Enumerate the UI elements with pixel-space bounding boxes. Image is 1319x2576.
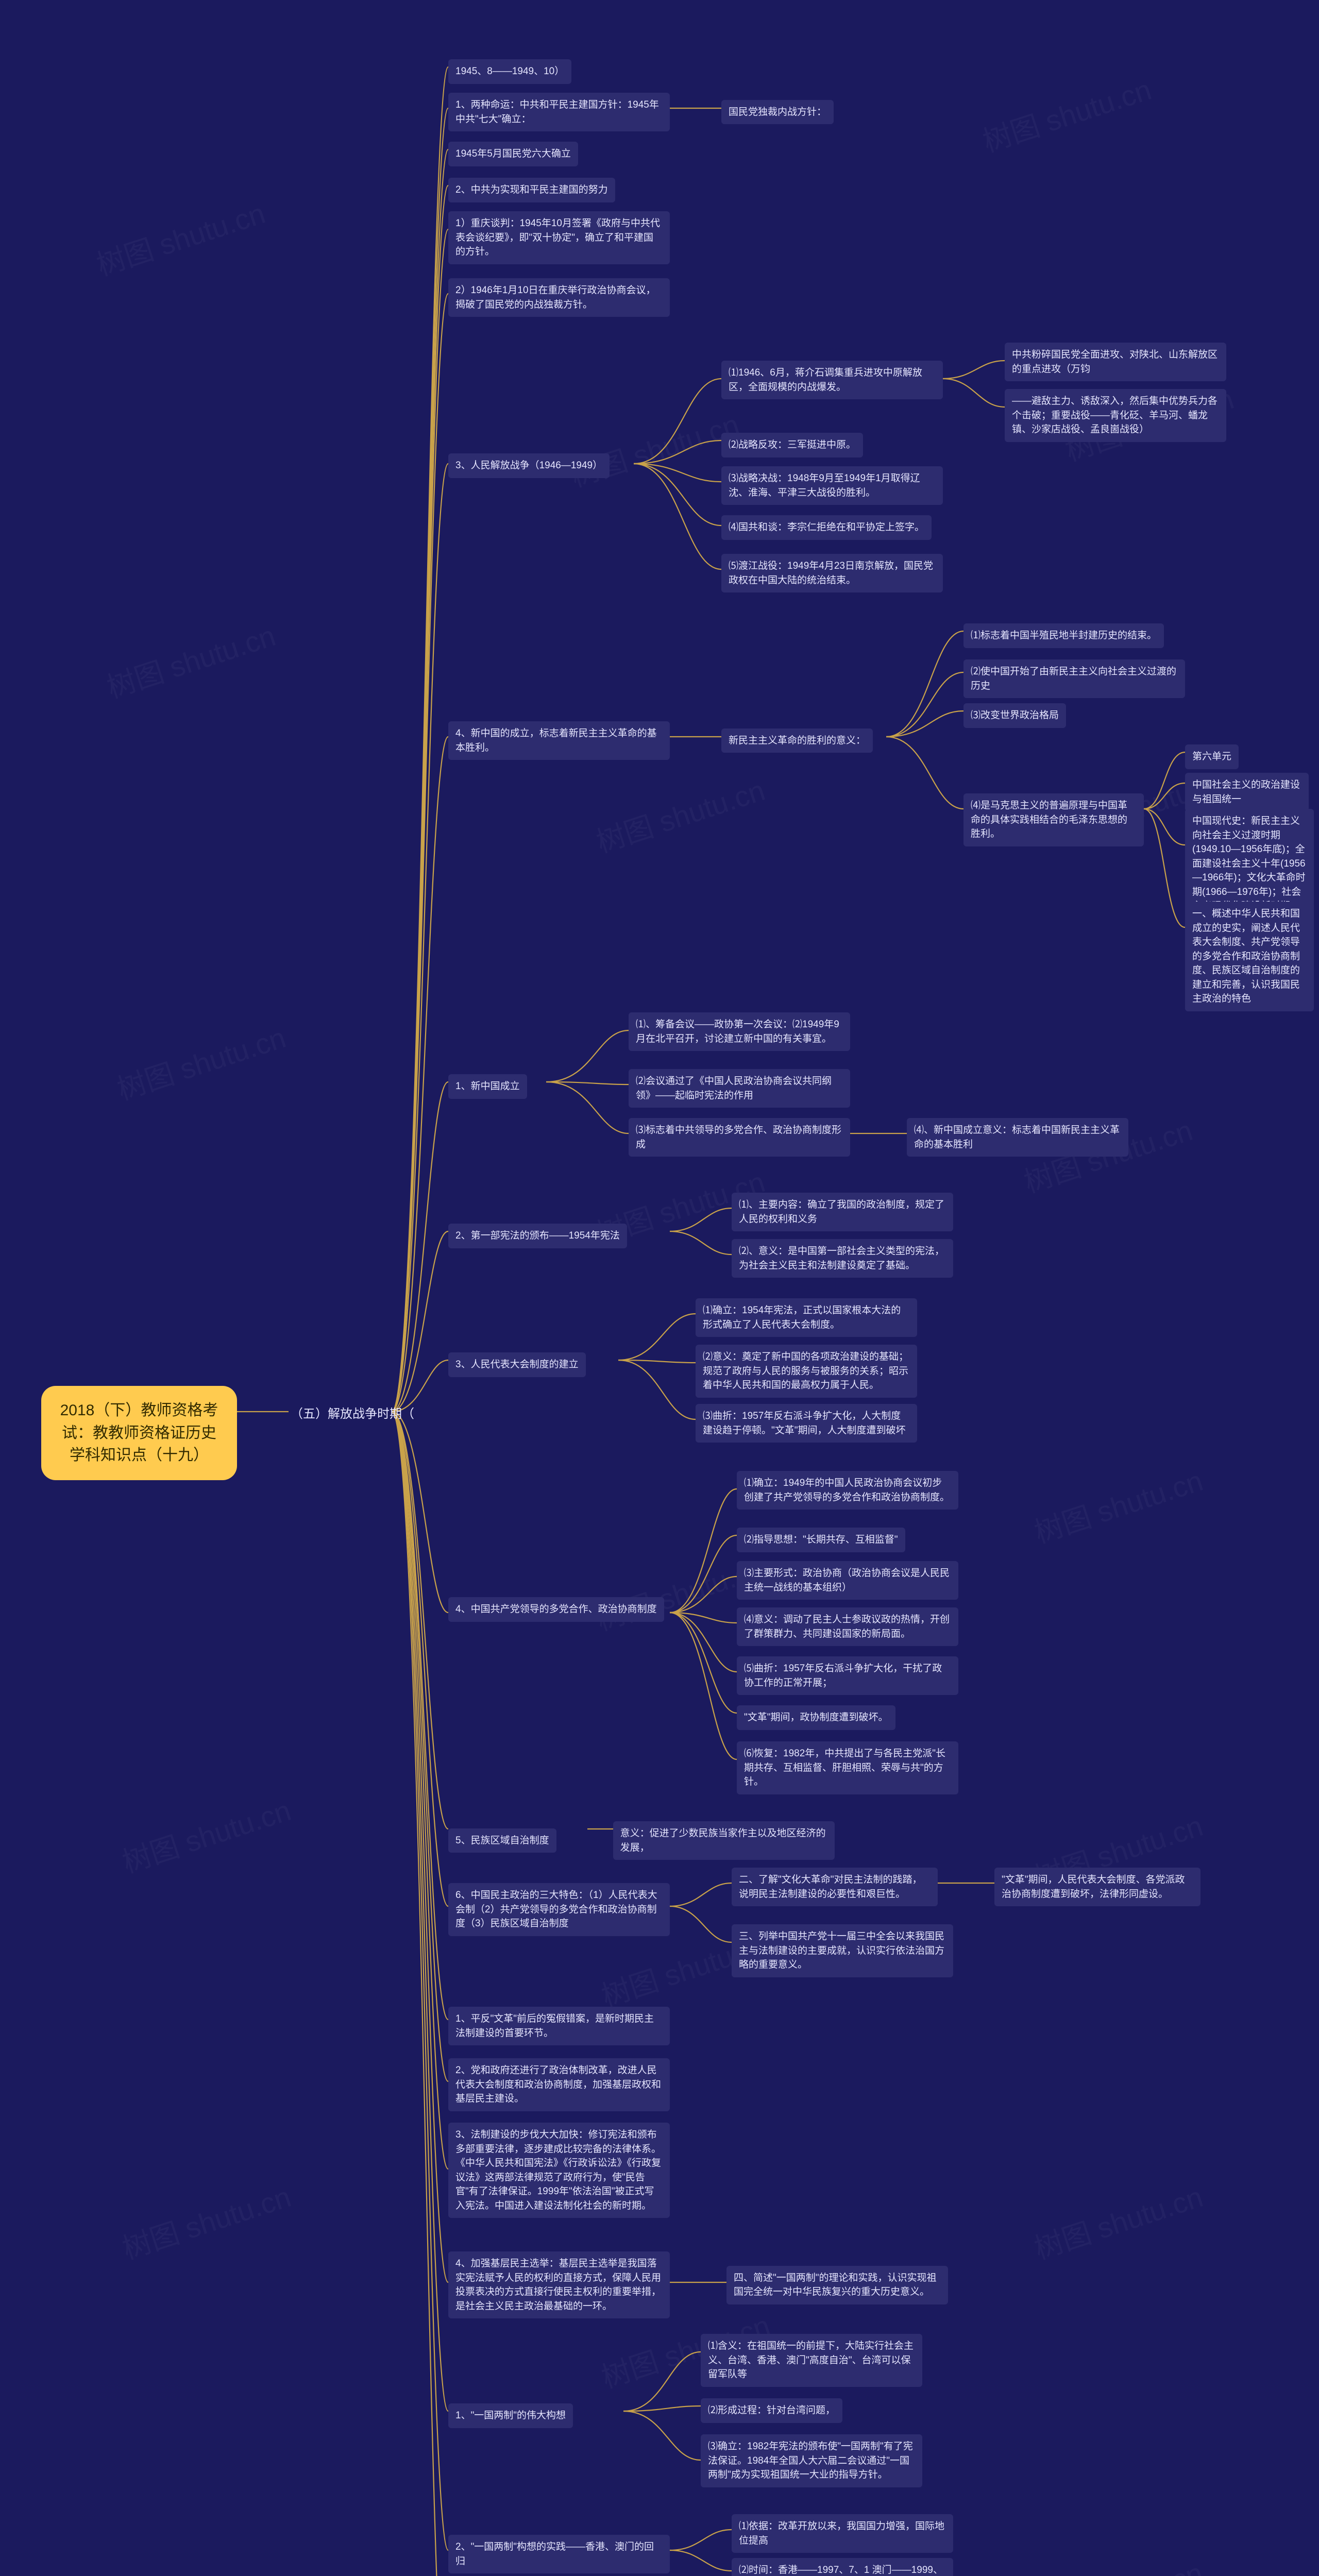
watermark: 树图 shutu.cn (1028, 2174, 1208, 2268)
node[interactable]: ⑴依据：改革开放以来，我国国力增强，国际地位提高 (732, 2514, 953, 2553)
node[interactable]: 4、新中国的成立，标志着新民主主义革命的基本胜利。 (448, 721, 670, 760)
node[interactable]: ⑵形成过程：针对台湾问题， (701, 2398, 842, 2423)
node[interactable]: 3、人民代表大会制度的建立 (448, 1352, 586, 1377)
node[interactable]: 5、民族区域自治制度 (448, 1828, 556, 1853)
node[interactable]: ⑵战略反攻：三军挺进中原。 (721, 433, 863, 457)
node[interactable]: 4、中国共产党领导的多党合作、政治协商制度 (448, 1597, 664, 1622)
node[interactable]: 2）1946年1月10日在重庆举行政治协商会议，揭破了国民党的内战独裁方针。 (448, 278, 670, 317)
watermark: 树图 shutu.cn (116, 1788, 296, 1882)
node[interactable]: 第六单元 (1185, 744, 1239, 769)
node[interactable]: ⑴、筹备会议——政协第一次会议：⑵1949年9月在北平召开，讨论建立新中国的有关… (629, 1012, 850, 1051)
node[interactable]: ⑴含义：在祖国统一的前提下，大陆实行社会主义、台湾、香港、澳门"高度自治"、台湾… (701, 2334, 922, 2387)
node[interactable]: ⑶主要形式：政治协商（政治协商会议是人民民主统一战线的基本组织） (737, 1561, 958, 1600)
node[interactable]: 四、简述"一国两制"的理论和实践，认识实现祖国完全统一对中华民族复兴的重大历史意… (726, 2266, 948, 2304)
watermark: 树图 shutu.cn (590, 768, 770, 861)
node[interactable]: ⑵指导思想："长期共存、互相监督" (737, 1528, 905, 1552)
node[interactable]: 1）重庆谈判：1945年10月签署《政府与中共代表会谈纪要》，即"双十协定"，确… (448, 211, 670, 264)
node[interactable]: 三、列举中国共产党十一届三中全会以来我国民主与法制建设的主要成就，认识实行依法治… (732, 1924, 953, 1977)
watermark: 树图 shutu.cn (1028, 1458, 1208, 1552)
node[interactable]: ⑵使中国开始了由新民主主义向社会主义过渡的历史 (963, 659, 1185, 698)
node[interactable]: ⑹恢复：1982年，中共提出了与各民主党派"长期共存、互相监督、肝胆相照、荣辱与… (737, 1741, 958, 1794)
watermark: 树图 shutu.cn (122, 2561, 301, 2576)
watermark: 树图 shutu.cn (1028, 2550, 1208, 2576)
node[interactable]: 1、平反"文革"前后的冤假错案，是新时期民主法制建设的首要环节。 (448, 2007, 670, 2045)
node[interactable]: 二、了解"文化大革命"对民主法制的践踏，说明民主法制建设的必要性和艰巨性。 (732, 1868, 938, 1906)
node[interactable]: ——避敌主力、诱敌深入，然后集中优势兵力各个击破；重要战役——青化砭、羊马河、蟠… (1005, 389, 1226, 442)
node[interactable]: 1、"一国两制"的伟大构想 (448, 2403, 573, 2428)
mindmap-canvas: 树图 shutu.cn 树图 shutu.cn 树图 shutu.cn 树图 s… (0, 0, 1319, 2576)
node[interactable]: ⑶确立：1982年宪法的颁布使"一国两制"有了宪法保证。1984年全国人大六届二… (701, 2434, 922, 2487)
node[interactable]: ⑵意义：奠定了新中国的各项政治建设的基础；规范了政府与人民的服务与被服务的关系；… (696, 1345, 917, 1398)
watermark: 树图 shutu.cn (111, 1015, 291, 1109)
node[interactable]: 一、概述中华人民共和国成立的史实，阐述人民代表大会制度、共产党领导的多党合作和政… (1185, 902, 1314, 1011)
node[interactable]: ⑴确立：1954年宪法，正式以国家根本大法的形式确立了人民代表大会制度。 (696, 1298, 917, 1337)
watermark: 树图 shutu.cn (101, 613, 280, 707)
node[interactable]: ⑷、新中国成立意义：标志着中国新民主主义革命的基本胜利 (907, 1118, 1128, 1157)
node[interactable]: 1、新中国成立 (448, 1074, 527, 1099)
node[interactable]: ⑷国共和谈：李宗仁拒绝在和平协定上签字。 (721, 515, 932, 540)
node[interactable]: "文革"期间，政协制度遭到破坏。 (737, 1705, 895, 1730)
root-node[interactable]: 2018（下）教师资格考试：教教师资格证历史学科知识点（十九） (41, 1386, 237, 1480)
node[interactable]: "文革"期间，人民代表大会制度、各党派政治协商制度遭到破坏，法律形同虚设。 (994, 1868, 1200, 1906)
node[interactable]: 新民主主义革命的胜利的意义： (721, 728, 873, 753)
node[interactable]: ⑷意义：调动了民主人士参政议政的热情，开创了群策群力、共同建设国家的新局面。 (737, 1607, 958, 1646)
node[interactable]: ⑵会议通过了《中国人民政治协商会议共同纲领》——起临时宪法的作用 (629, 1069, 850, 1108)
node[interactable]: ⑶曲折：1957年反右派斗争扩大化，人大制度建设趋于停顿。"文革"期间，人大制度… (696, 1404, 917, 1443)
node[interactable]: 2、中共为实现和平民主建国的努力 (448, 178, 615, 202)
watermark: 树图 shutu.cn (977, 67, 1156, 161)
level1-node[interactable]: （五）解放战争时期（ (289, 1400, 416, 1425)
node[interactable]: ⑴、主要内容：确立了我国的政治制度，规定了人民的权利和义务 (732, 1193, 953, 1231)
watermark: 树图 shutu.cn (116, 2174, 296, 2268)
node[interactable]: ⑶标志着中共领导的多党合作、政治协商制度形成 (629, 1118, 850, 1157)
node[interactable]: 中国社会主义的政治建设与祖国统一 (1185, 773, 1309, 811)
node[interactable]: ⑷是马克思主义的普遍原理与中国革命的具体实践相结合的毛泽东思想的胜利。 (963, 793, 1144, 846)
node[interactable]: ⑸渡江战役：1949年4月23日南京解放，国民党政权在中国大陆的统治结束。 (721, 554, 943, 592)
node[interactable]: 1、两种命运：中共和平民主建国方针：1945年中共"七大"确立： (448, 93, 670, 131)
node[interactable]: ⑶改变世界政治格局 (963, 703, 1066, 728)
node[interactable]: 意义：促进了少数民族当家作主以及地区经济的发展， (613, 1821, 835, 1860)
node[interactable]: ⑵时间：香港——1997、7、1 澳门——1999、12、20 (732, 2558, 953, 2576)
node[interactable]: 1945年5月国民党六大确立 (448, 142, 578, 166)
node[interactable]: 中共粉碎国民党全面进攻、对陕北、山东解放区的重点进攻（万钧 (1005, 343, 1226, 381)
node[interactable]: ⑶战略决战：1948年9月至1949年1月取得辽沈、淮海、平津三大战役的胜利。 (721, 466, 943, 505)
node[interactable]: 3、法制建设的步伐大大加快：修订宪法和颁布多部重要法律，逐步建成比较完备的法律体… (448, 2123, 670, 2218)
node[interactable]: ⑴1946、6月，蒋介石调集重兵进攻中原解放区，全面规模的内战爆发。 (721, 361, 943, 399)
node[interactable]: 1945、8——1949、10） (448, 59, 571, 84)
node[interactable]: ⑸曲折：1957年反右派斗争扩大化，干扰了政协工作的正常开展； (737, 1656, 958, 1695)
node[interactable]: 6、中国民主政治的三大特色：（1）人民代表大会制（2）共产党领导的多党合作和政治… (448, 1883, 670, 1936)
node[interactable]: ⑴确立：1949年的中国人民政治协商会议初步创建了共产党领导的多党合作和政治协商… (737, 1471, 958, 1510)
node[interactable]: 2、第一部宪法的颁布——1954年宪法 (448, 1224, 627, 1248)
node[interactable]: 4、加强基层民主选举：基层民主选举是我国落实宪法赋予人民的权利的直接方式，保障人… (448, 2251, 670, 2318)
node[interactable]: ⑵、意义：是中国第一部社会主义类型的宪法，为社会主义民主和法制建设奠定了基础。 (732, 1239, 953, 1278)
node[interactable]: 2、"一国两制"构想的实践——香港、澳门的回归 (448, 2535, 670, 2573)
node[interactable]: 2、党和政府还进行了政治体制改革，改进人民代表大会制度和政治协商制度，加强基层政… (448, 2058, 670, 2111)
node[interactable]: 国民党独裁内战方针： (721, 100, 834, 125)
watermark: 树图 shutu.cn (91, 191, 270, 284)
node[interactable]: ⑴标志着中国半殖民地半封建历史的结束。 (963, 623, 1164, 648)
watermark: 树图 shutu.cn (565, 402, 744, 496)
node[interactable]: 3、人民解放战争（1946—1949） (448, 453, 610, 478)
